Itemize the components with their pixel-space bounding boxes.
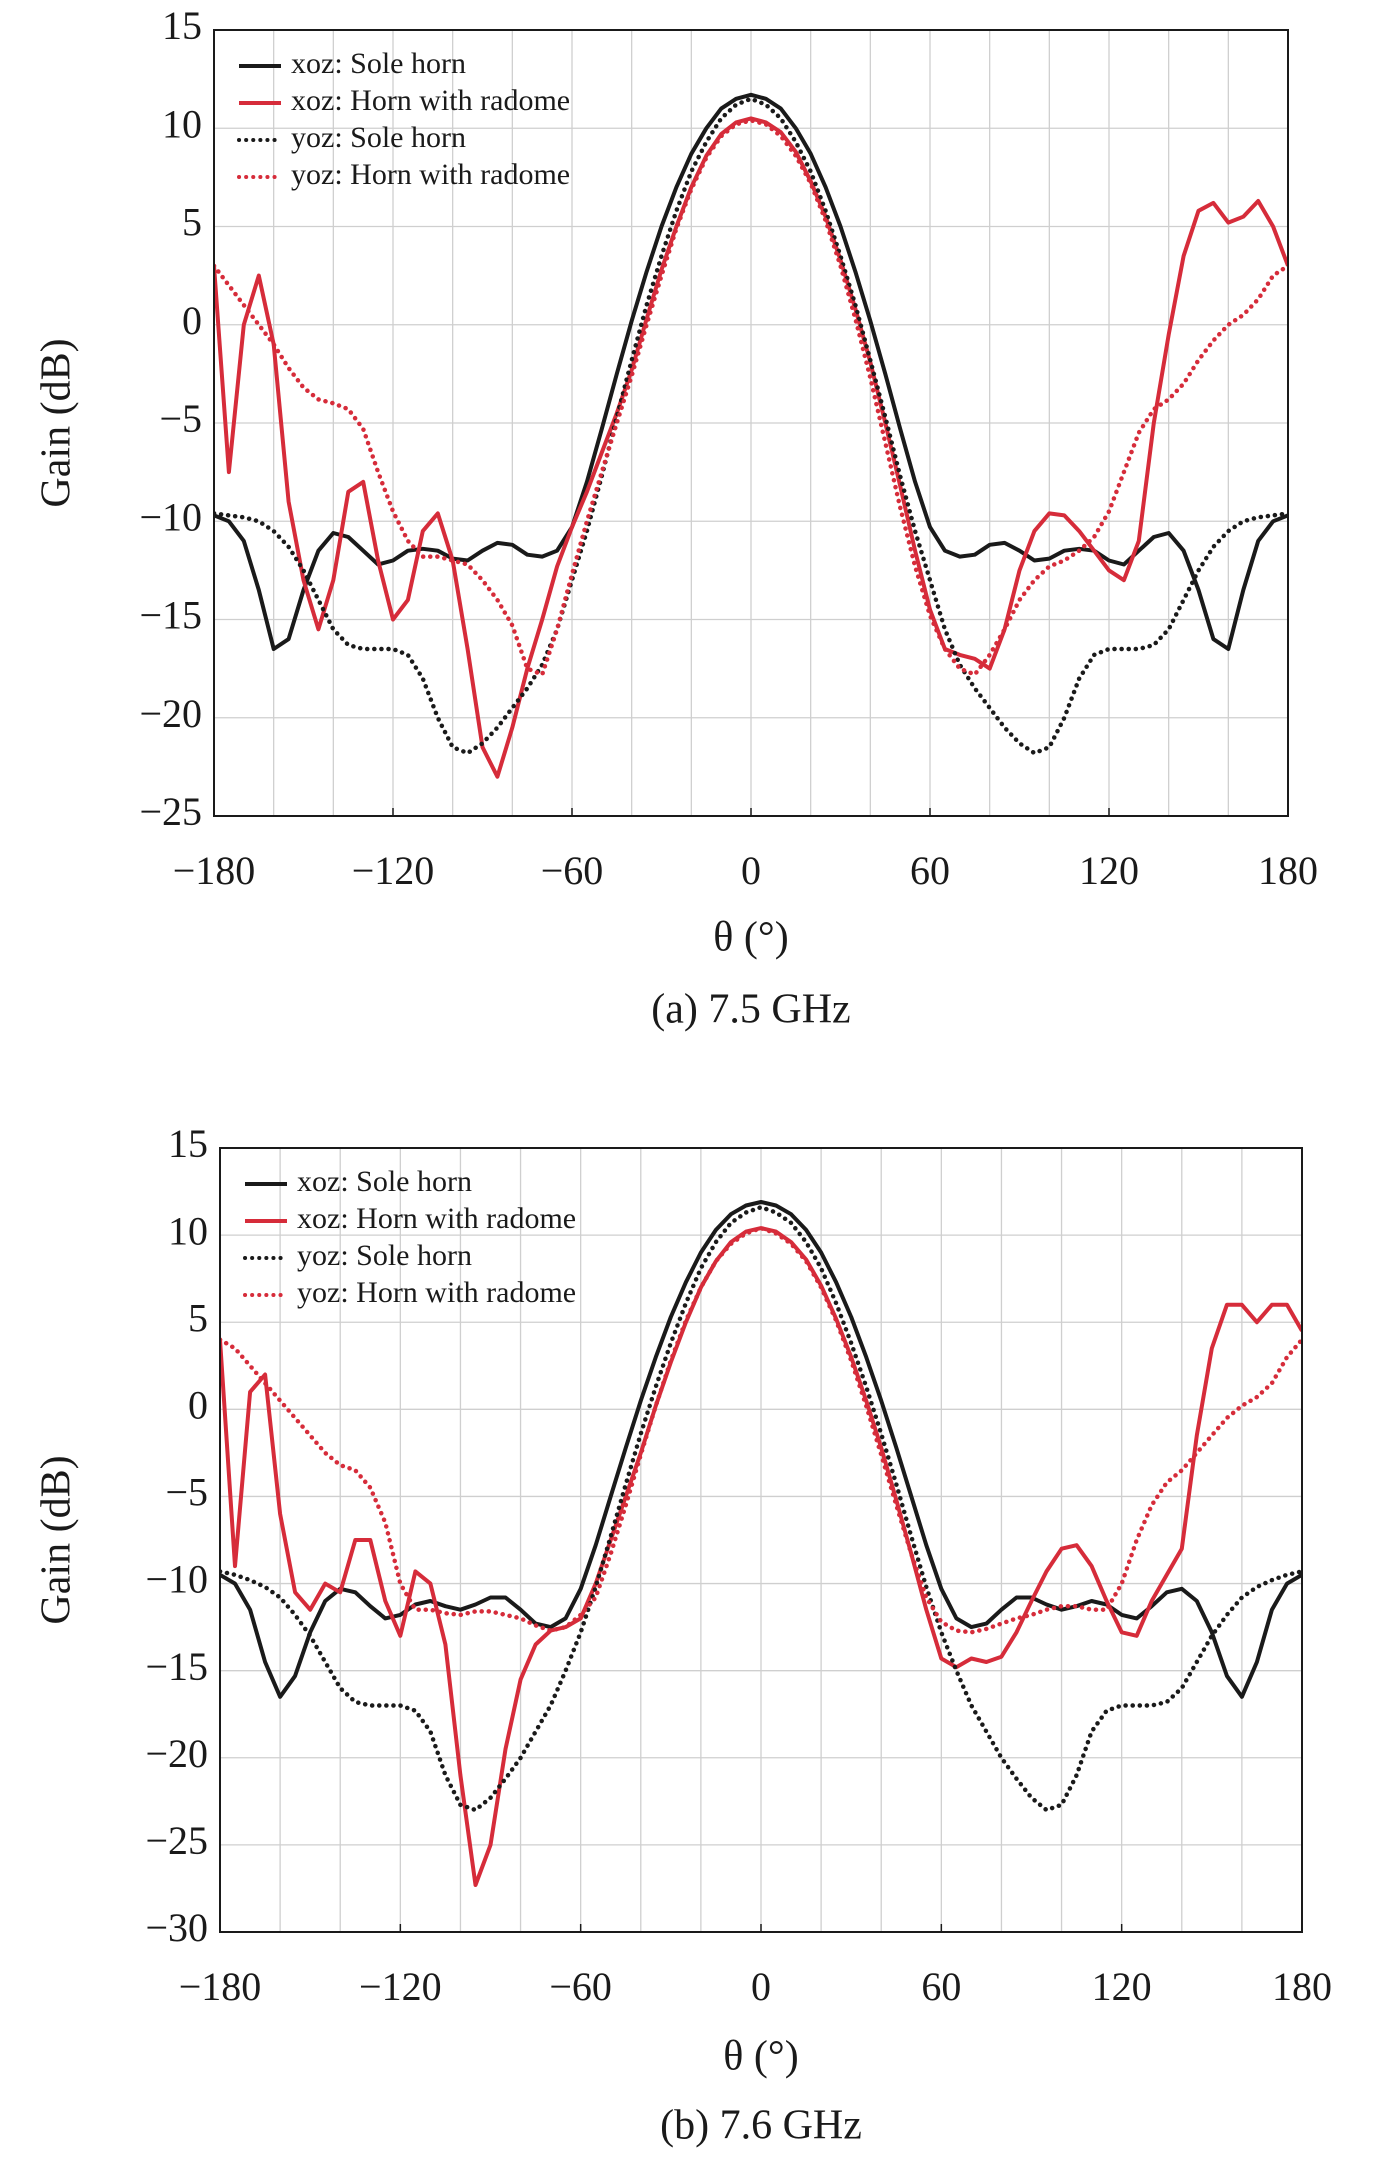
legend-label: xoz: Sole horn (291, 47, 466, 80)
y-tick-label: −10 (139, 494, 202, 539)
chart-title: (a) 7.5 GHz (651, 987, 850, 1033)
y-tick-label: −20 (145, 1731, 208, 1776)
y-tick-label: −20 (139, 691, 202, 736)
y-tick-label: 0 (182, 298, 202, 343)
x-tick-label: 0 (741, 848, 761, 893)
y-tick-label: 5 (188, 1295, 208, 1340)
y-tick-label: 5 (182, 200, 202, 245)
series-line (214, 116, 1288, 779)
legend-label: xoz: Horn with radome (297, 1202, 576, 1235)
y-axis-label: Gain (dB) (34, 338, 80, 507)
x-tick-label: 60 (910, 848, 950, 893)
legend-label: xoz: Horn with radome (291, 84, 570, 117)
legend-label: yoz: Horn with radome (297, 1276, 576, 1309)
y-tick-label: −25 (145, 1818, 208, 1863)
x-axis-label: θ (°) (713, 915, 788, 961)
y-tick-label: 10 (162, 101, 202, 146)
legend-label: yoz: Sole horn (297, 1239, 472, 1272)
legend-label: yoz: Sole horn (291, 121, 466, 154)
plot-frame (219, 1147, 1303, 1933)
x-tick-label: 0 (751, 1964, 771, 2009)
series-line (214, 118, 1288, 677)
series-line (220, 1225, 1302, 1635)
y-tick-label: −25 (139, 789, 202, 834)
x-tick-label: −180 (179, 1964, 262, 2009)
plot-frame (213, 29, 1289, 817)
y-axis-label: Gain (dB) (34, 1455, 80, 1624)
series-line (214, 96, 1288, 756)
x-tick-label: 120 (1079, 848, 1139, 893)
x-tick-label: 180 (1258, 848, 1318, 893)
series-line (220, 1200, 1302, 1699)
chart-title: (b) 7.6 GHz (660, 2103, 862, 2149)
x-tick-label: −180 (173, 848, 256, 893)
x-tick-label: 60 (921, 1964, 961, 2009)
legend-label: xoz: Sole horn (297, 1165, 472, 1198)
y-tick-label: −5 (165, 1470, 208, 1515)
y-tick-label: 15 (168, 1121, 208, 1166)
y-tick-label: −5 (159, 396, 202, 441)
chart: 15 10 5 0 −5 −10 −15 −20 −25 −180 −120 −60 0 60 120 180… (34, 3, 1318, 1032)
x-tick-label: 120 (1092, 1964, 1152, 2009)
x-tick-label: 180 (1272, 1964, 1332, 2009)
y-tick-label: −30 (145, 1905, 208, 1950)
y-tick-label: −10 (145, 1557, 208, 1602)
y-tick-label: 15 (162, 3, 202, 48)
y-tick-label: 10 (168, 1208, 208, 1253)
x-tick-label: −60 (549, 1964, 612, 2009)
y-tick-label: −15 (139, 593, 202, 638)
y-tick-label: 0 (188, 1383, 208, 1428)
series-line (220, 1204, 1302, 1813)
series-line (214, 92, 1288, 651)
x-tick-label: −120 (352, 848, 435, 893)
x-axis-label: θ (°) (723, 2034, 798, 2080)
y-tick-label: −15 (145, 1644, 208, 1689)
x-tick-label: −120 (359, 1964, 442, 2009)
chart: 15 10 5 0 −5 −10 −15 −20 −25 −30 −180 −120 −60 0 60 120… (34, 1121, 1332, 2148)
legend-label: yoz: Horn with radome (291, 158, 570, 191)
x-tick-label: −60 (541, 848, 604, 893)
